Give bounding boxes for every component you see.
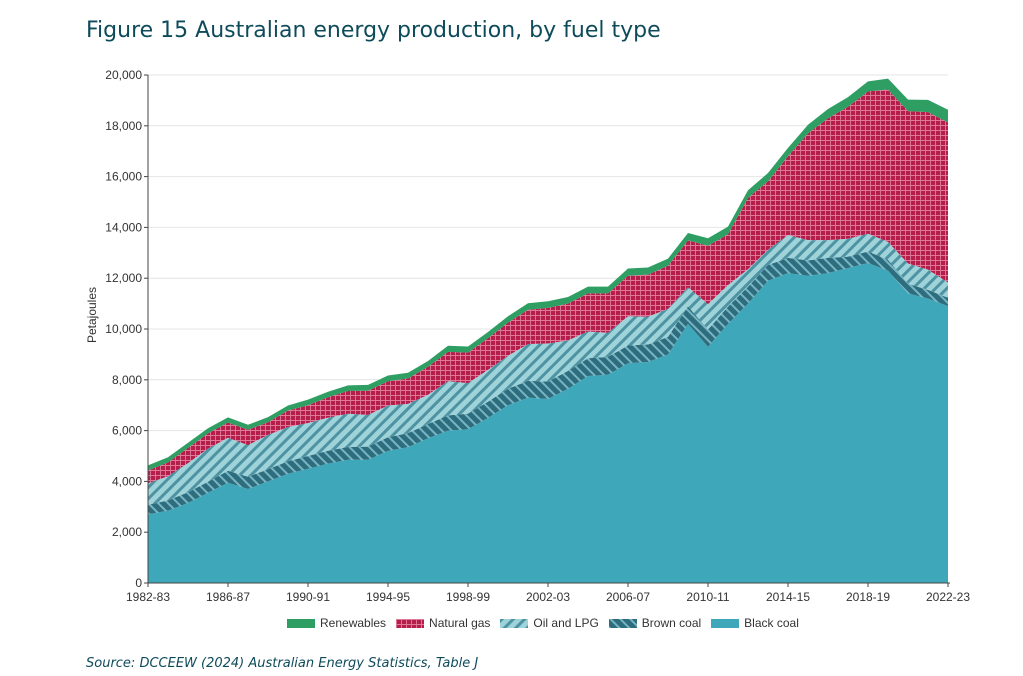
- legend-item-natural-gas: Natural gas: [396, 616, 490, 630]
- x-tick-label: 2006-07: [606, 590, 650, 604]
- y-tick-label: 20,000: [105, 68, 142, 82]
- area-oil-lpg: [148, 233, 948, 505]
- y-axis-label: Petajoules: [85, 287, 99, 343]
- x-tick-label: 1994-95: [366, 590, 410, 604]
- x-tick-label: 2002-03: [526, 590, 570, 604]
- area-brown-coal: [148, 251, 948, 515]
- legend-label-black-coal: Black coal: [744, 616, 799, 630]
- legend-swatch-oil-lpg: [500, 618, 529, 628]
- y-tick-label: 12,000: [105, 271, 142, 285]
- y-tick-label: 14,000: [105, 220, 142, 234]
- area-black-coal: [148, 263, 948, 583]
- legend-item-oil-lpg: Oil and LPG: [500, 616, 599, 630]
- legend-swatch-black-coal: [711, 618, 740, 628]
- legend-label-natural-gas: Natural gas: [429, 616, 491, 630]
- x-tick-label: 1990-91: [286, 590, 330, 604]
- y-tick-label: 10,000: [105, 322, 142, 336]
- x-tick-label: 1998-99: [446, 590, 490, 604]
- x-tick-label: 2014-15: [766, 590, 810, 604]
- source-note: Source: DCCEEW (2024) Australian Energy …: [86, 656, 479, 671]
- legend-swatch-renewables: [287, 618, 315, 628]
- y-tick-label: 2,000: [112, 525, 142, 539]
- y-tick-label: 16,000: [105, 170, 142, 184]
- figure-title: Figure 15 Australian energy production, …: [86, 18, 661, 43]
- y-tick-label: 18,000: [105, 119, 142, 133]
- y-tick-label: 0: [135, 576, 142, 590]
- legend-label-renewables: Renewables: [320, 616, 387, 630]
- x-tick-label: 1982-83: [126, 590, 170, 604]
- legend-swatch-natural-gas: [396, 618, 425, 628]
- y-ticks: 0 2,000 4,000 6,000 8,000 10,000 12,000 14,000 1…: [105, 68, 148, 590]
- series-areas: [148, 78, 948, 583]
- y-tick-label: 6,000: [112, 424, 142, 438]
- legend-label-oil-lpg: Oil and LPG: [533, 616, 599, 630]
- x-tick-label: 2018-19: [846, 590, 890, 604]
- legend-item-renewables: Renewables: [287, 616, 386, 630]
- x-tick-label: 2022-23: [926, 590, 970, 604]
- y-tick-label: 4,000: [112, 474, 142, 488]
- legend-swatch-brown-coal: [608, 618, 637, 628]
- legend: Renewables Natural gas Oil and LPG Brown…: [287, 616, 809, 630]
- area-natural-gas: [148, 89, 948, 484]
- x-ticks: 1982-83 1986-87 1990-91 1994-95 1998-99 2002-…: [126, 583, 970, 604]
- x-tick-label: 1986-87: [206, 590, 250, 604]
- legend-item-brown-coal: Brown coal: [608, 616, 702, 630]
- y-tick-label: 8,000: [112, 373, 142, 387]
- legend-label-brown-coal: Brown coal: [641, 616, 702, 630]
- legend-item-black-coal: Black coal: [711, 616, 799, 630]
- x-tick-label: 2010-11: [686, 590, 729, 604]
